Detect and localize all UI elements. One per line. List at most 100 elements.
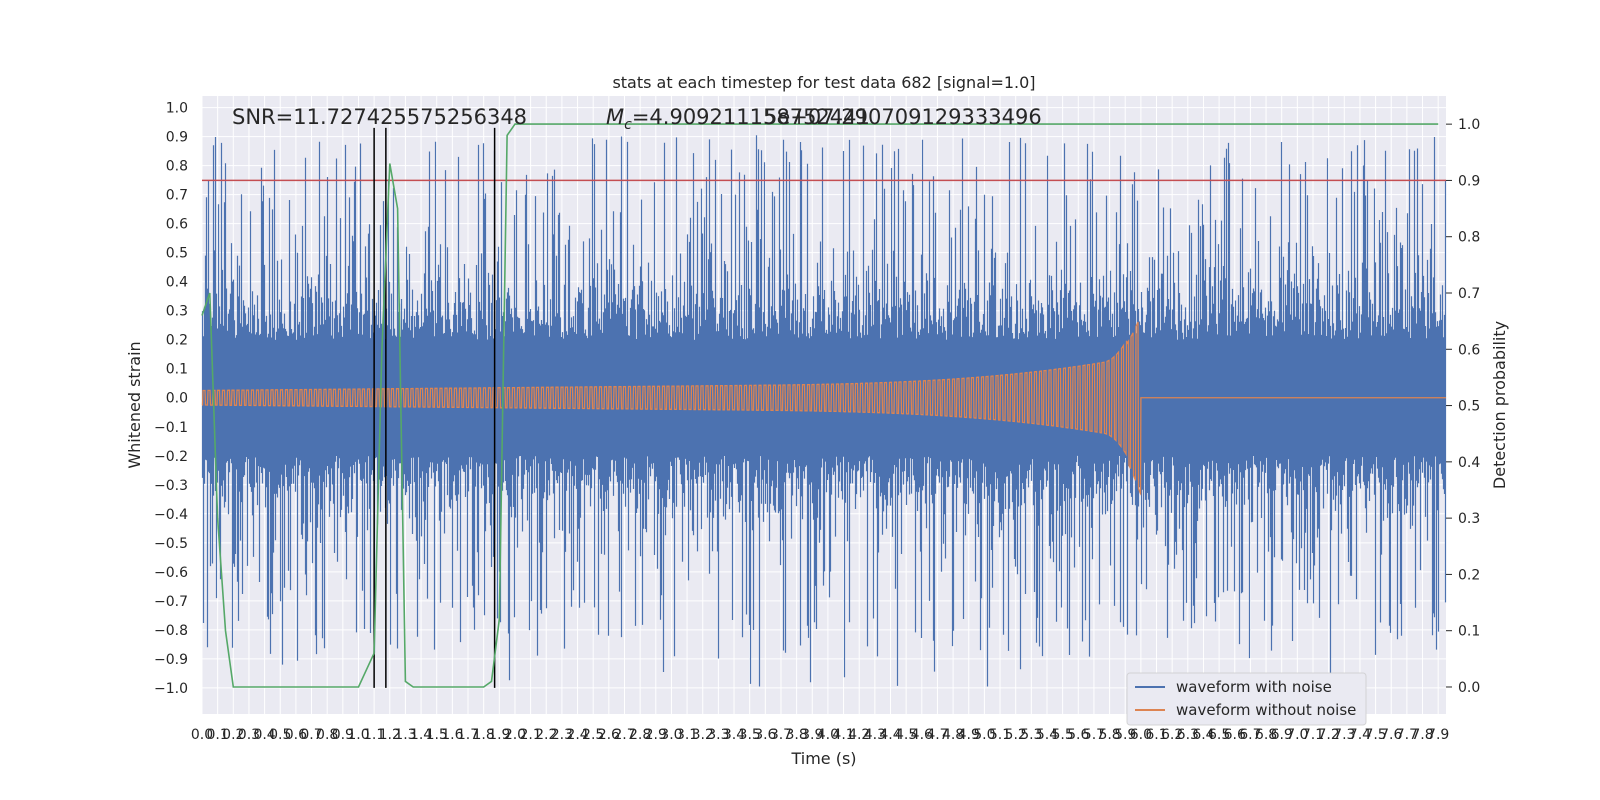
x-tick-label: 3.8 [785, 727, 807, 743]
x-tick-label: 6.0 [1130, 727, 1152, 743]
y-axis-right-label: Detection probability [1490, 321, 1509, 489]
y-tick-label-left: 0.1 [166, 362, 188, 378]
y-tick-label-left: −0.3 [154, 478, 188, 494]
chirp-mass-symbol: M [606, 105, 624, 129]
x-tick-label: 5.2 [1005, 727, 1027, 743]
x-tick-label: 4.2 [848, 727, 870, 743]
x-tick-label: 1.7 [457, 727, 479, 743]
x-tick-label: 6.4 [1192, 727, 1214, 743]
legend-label-clean: waveform without noise [1176, 701, 1356, 719]
x-tick-label: 7.1 [1302, 727, 1324, 743]
y-tick-label-left: −0.9 [154, 652, 188, 668]
x-axis-label: Time (s) [790, 749, 856, 768]
series-waveform-without-noise [201, 321, 1446, 496]
x-tick-label: 4.7 [926, 727, 948, 743]
x-tick-label: 1.1 [363, 727, 385, 743]
x-tick-label: 6.8 [1255, 727, 1277, 743]
x-tick-label: 6.6 [1224, 727, 1246, 743]
x-tick-label: 5.6 [1067, 727, 1089, 743]
x-tick-label: 5.5 [1051, 727, 1073, 743]
y-tick-label-left: −0.4 [154, 507, 188, 523]
x-tick-label: 2.2 [535, 727, 557, 743]
x-tick-label: 6.1 [1145, 727, 1167, 743]
legend: waveform with noise waveform without noi… [1126, 672, 1367, 726]
x-tick-label: 1.2 [379, 727, 401, 743]
x-tick-label: 0.6 [285, 727, 307, 743]
x-tick-label: 7.8 [1411, 727, 1433, 743]
x-tick-label: 3.6 [754, 727, 776, 743]
x-tick-label: 4.0 [817, 727, 839, 743]
y-tick-label-right: 0.4 [1458, 455, 1480, 471]
chirp-trace [201, 321, 1446, 496]
x-tick-label: 4.1 [832, 727, 854, 743]
x-tick-label: 5.1 [989, 727, 1011, 743]
x-tick-label: 2.0 [504, 727, 526, 743]
x-tick-label: 1.5 [426, 727, 448, 743]
x-tick-label: 4.4 [879, 727, 901, 743]
x-tick-label: 3.9 [801, 727, 823, 743]
x-tick-label: 6.7 [1239, 727, 1261, 743]
y-axis-right-ticks: 1.0 0.9 0.8 0.7 0.6 0.5 0.4 0.3 0.2 0.1 0.0 [1446, 117, 1480, 696]
x-tick-label: 0.1 [207, 727, 229, 743]
x-tick-label: 6.2 [1161, 727, 1183, 743]
chart-title: stats at each timestep for test data 682… [612, 73, 1035, 92]
x-tick-label: 1.3 [394, 727, 416, 743]
x-tick-label: 7.3 [1333, 727, 1355, 743]
x-tick-label: 2.4 [566, 727, 588, 743]
x-tick-label: 7.4 [1349, 727, 1371, 743]
x-tick-label: 3.7 [770, 727, 792, 743]
x-tick-label: 1.0 [347, 727, 369, 743]
x-tick-label: 4.8 [942, 727, 964, 743]
x-tick-label: 7.9 [1427, 727, 1449, 743]
x-tick-label: 2.8 [629, 727, 651, 743]
y-tick-label-left: 1.0 [166, 101, 188, 117]
x-tick-label: 3.5 [739, 727, 761, 743]
x-tick-label: 5.9 [1114, 727, 1136, 743]
x-tick-label: 7.6 [1380, 727, 1402, 743]
legend-label-noise: waveform with noise [1176, 678, 1332, 696]
x-tick-label: 1.6 [441, 727, 463, 743]
y-tick-label-right: 0.8 [1458, 230, 1480, 246]
x-tick-label: 1.8 [473, 727, 495, 743]
x-tick-label: 4.3 [864, 727, 886, 743]
x-tick-label: 7.7 [1396, 727, 1418, 743]
y-tick-label-left: −0.6 [154, 565, 188, 581]
x-tick-label: 7.5 [1364, 727, 1386, 743]
x-tick-label: 5.7 [1083, 727, 1105, 743]
x-tick-label: 3.2 [692, 727, 714, 743]
y-axis-left-label: Whitened strain [125, 341, 144, 468]
x-tick-label: 5.4 [1036, 727, 1058, 743]
x-tick-label: 3.1 [676, 727, 698, 743]
y-tick-label-left: −0.7 [154, 594, 188, 610]
y-tick-label-left: 0.6 [166, 217, 188, 233]
y-tick-label-right: 0.9 [1458, 173, 1480, 189]
y-tick-label-right: 0.3 [1458, 511, 1480, 527]
y-tick-label-left: 0.3 [166, 304, 188, 320]
x-tick-label: 2.9 [645, 727, 667, 743]
x-tick-label: 2.3 [551, 727, 573, 743]
x-tick-label: 1.4 [410, 727, 432, 743]
y-tick-label-left: −0.2 [154, 449, 188, 465]
x-tick-label: 4.6 [911, 727, 933, 743]
x-tick-label: 3.0 [660, 727, 682, 743]
y-tick-label-left: 0.4 [166, 275, 188, 291]
y-tick-label-left: 0.9 [166, 130, 188, 146]
x-tick-label: 1.9 [488, 727, 510, 743]
snr-annotation: SNR=11.727425575256348 [232, 105, 527, 129]
y-tick-label-left: −0.5 [154, 536, 188, 552]
y-tick-label-left: 0.8 [166, 159, 188, 175]
x-tick-label: 4.5 [895, 727, 917, 743]
y-tick-label-right: 0.7 [1458, 286, 1480, 302]
y-tick-label-left: 0.7 [166, 188, 188, 204]
x-tick-label: 0.4 [253, 727, 275, 743]
y-tick-label-right: 0.1 [1458, 624, 1480, 640]
event-lines [373, 127, 496, 688]
x-tick-label: 5.8 [1098, 727, 1120, 743]
x-tick-label: 5.0 [973, 727, 995, 743]
x-tick-label: 3.4 [723, 727, 745, 743]
chirp-mass-annotation: Mc=4.909211158752441 [606, 105, 870, 133]
x-tick-label: 3.3 [707, 727, 729, 743]
x-tick-label: 0.2 [222, 727, 244, 743]
y-tick-label-left: −0.8 [154, 623, 188, 639]
x-tick-label: 0.3 [238, 727, 260, 743]
